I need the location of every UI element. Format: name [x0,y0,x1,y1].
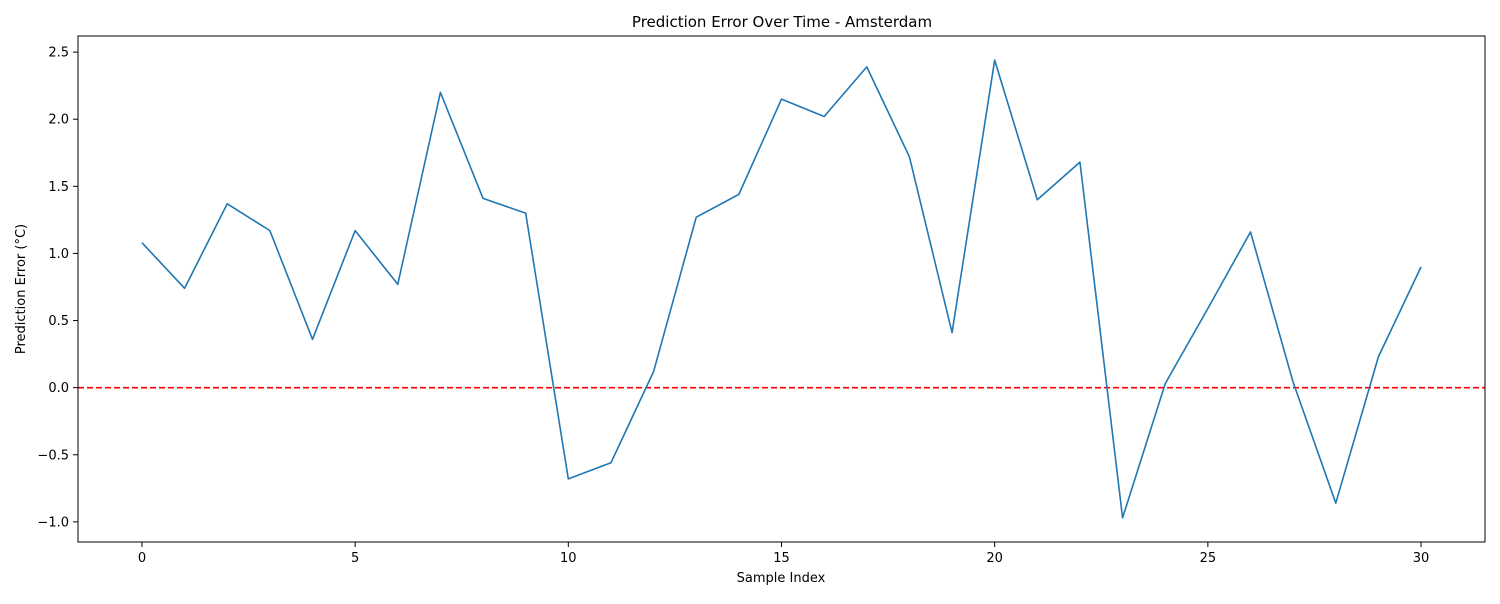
x-tick-label: 5 [351,551,359,566]
plot-area [78,36,1485,542]
y-tick-label: 0.0 [48,381,69,396]
x-tick-label: 15 [773,551,790,566]
chart-title: Prediction Error Over Time - Amsterdam [632,13,932,31]
x-axis-label: Sample Index [737,571,826,586]
y-tick-label: −0.5 [37,448,69,463]
x-tick-label: 20 [986,551,1003,566]
y-tick-label: 1.0 [48,247,69,262]
x-axis: 0 5 10 15 20 25 30 [138,542,1430,566]
y-tick-label: 2.0 [48,113,69,128]
x-tick-label: 30 [1413,551,1430,566]
plot-frame [78,36,1485,542]
y-tick-label: −1.0 [37,515,69,530]
y-tick-label: 0.5 [48,314,69,329]
y-tick-label: 2.5 [48,46,69,61]
x-tick-label: 25 [1200,551,1217,566]
y-axis: −1.0 −0.5 0.0 0.5 1.0 1.5 2.0 2.5 [37,46,78,531]
series-line [142,60,1421,518]
x-tick-label: 0 [138,551,146,566]
y-tick-label: 1.5 [48,180,69,195]
y-axis-label: Prediction Error (°C) [14,224,29,354]
x-tick-label: 10 [560,551,577,566]
